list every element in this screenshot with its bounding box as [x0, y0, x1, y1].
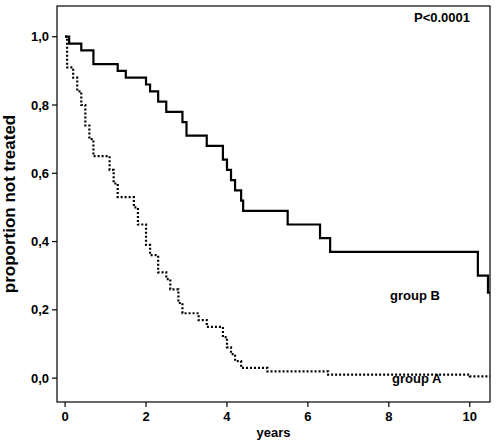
x-tick-label: 4	[223, 409, 231, 424]
x-tick	[145, 402, 146, 407]
x-tick	[64, 402, 65, 407]
x-tick	[226, 402, 227, 407]
x-tick-label: 8	[385, 409, 392, 424]
series-label: group A	[392, 371, 442, 386]
y-tick	[52, 36, 57, 37]
y-tick-label: 0,2	[31, 302, 49, 317]
x-axis-label: years	[257, 425, 291, 440]
x-tick-label: 6	[304, 409, 311, 424]
y-tick-label: 1,0	[31, 29, 49, 44]
annotation: P<0.0001	[414, 10, 470, 25]
y-tick-label: 0,6	[31, 166, 49, 181]
series-line	[65, 37, 490, 377]
chart: 0 2 4 6 8 10 0,0 0,2 0,4 0,6 0,8 1,0 years proportion…	[0, 0, 500, 444]
y-tick	[52, 309, 57, 310]
x-tick-label: 2	[142, 409, 149, 424]
y-tick	[52, 104, 57, 105]
series-line	[65, 37, 490, 293]
y-tick-label: 0,4	[31, 234, 50, 249]
y-tick-label: 0,0	[31, 371, 49, 386]
y-axis-label: proportion not treated	[0, 115, 19, 293]
series-label: group B	[390, 288, 440, 303]
y-tick-label: 0,8	[31, 98, 49, 113]
y-tick	[52, 241, 57, 242]
x-tick-label: 10	[463, 409, 477, 424]
series-group	[65, 37, 490, 377]
y-tick	[52, 173, 57, 174]
y-tick	[52, 378, 57, 379]
x-tick	[388, 402, 389, 407]
x-tick	[307, 402, 308, 407]
plot-frame	[57, 6, 490, 402]
x-tick-label: 0	[61, 409, 68, 424]
x-tick	[469, 402, 470, 407]
